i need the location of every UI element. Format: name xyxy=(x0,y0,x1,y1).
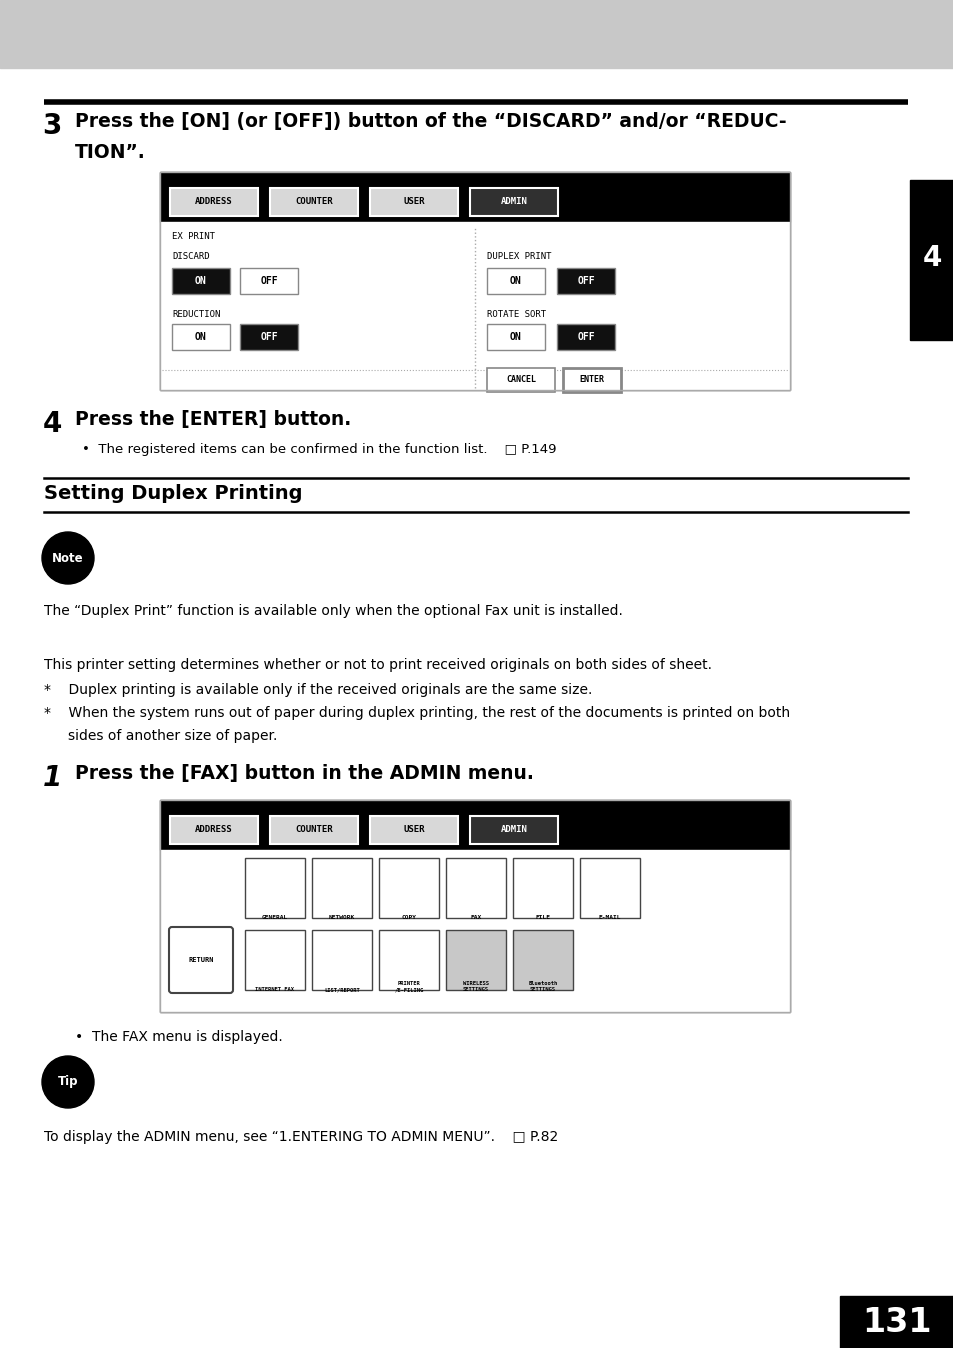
Bar xyxy=(312,857,372,918)
Bar xyxy=(513,857,573,918)
Bar xyxy=(470,816,558,844)
Text: TION”.: TION”. xyxy=(75,143,146,162)
Text: Note: Note xyxy=(52,551,84,565)
Text: DISCARD: DISCARD xyxy=(172,252,210,262)
Text: COUNTER: COUNTER xyxy=(294,198,333,206)
Bar xyxy=(446,930,505,989)
Text: ENTER: ENTER xyxy=(578,376,604,384)
Bar xyxy=(486,268,544,294)
Text: ADMIN: ADMIN xyxy=(500,825,527,834)
Bar xyxy=(486,324,544,350)
Text: This printer setting determines whether or not to print received originals on bo: This printer setting determines whether … xyxy=(44,658,711,673)
Text: 131: 131 xyxy=(862,1305,931,1339)
Bar xyxy=(378,930,438,989)
Bar xyxy=(513,930,573,989)
Text: LIST/REPORT: LIST/REPORT xyxy=(324,987,359,992)
Text: ON: ON xyxy=(510,332,521,342)
Text: OFF: OFF xyxy=(260,332,277,342)
Text: 4: 4 xyxy=(922,244,941,272)
Bar xyxy=(370,187,457,216)
Text: NETWORK: NETWORK xyxy=(329,915,355,919)
Text: OFF: OFF xyxy=(577,332,594,342)
Text: •  The FAX menu is displayed.: • The FAX menu is displayed. xyxy=(75,1030,282,1043)
Bar xyxy=(172,268,230,294)
Bar xyxy=(446,857,505,918)
Bar xyxy=(840,1295,953,1348)
Text: RETURN: RETURN xyxy=(188,957,213,962)
Bar xyxy=(486,368,555,392)
Text: Setting Duplex Printing: Setting Duplex Printing xyxy=(44,484,302,503)
Text: *    Duplex printing is available only if the received originals are the same si: * Duplex printing is available only if t… xyxy=(44,683,592,697)
Bar xyxy=(557,268,615,294)
Text: WIRELESS
SETTINGS: WIRELESS SETTINGS xyxy=(462,981,489,992)
Bar xyxy=(270,187,357,216)
Text: ON: ON xyxy=(195,276,207,286)
Bar xyxy=(160,173,789,390)
Text: DUPLEX PRINT: DUPLEX PRINT xyxy=(486,252,551,262)
Text: Press the [ENTER] button.: Press the [ENTER] button. xyxy=(75,410,351,429)
Bar xyxy=(378,857,438,918)
Text: E-MAIL: E-MAIL xyxy=(598,915,620,919)
Text: To display the ADMIN menu, see “1.ENTERING TO ADMIN MENU”.    □ P.82: To display the ADMIN menu, see “1.ENTERI… xyxy=(44,1130,558,1144)
Text: ON: ON xyxy=(195,332,207,342)
Text: ON: ON xyxy=(510,276,521,286)
Text: FAX: FAX xyxy=(470,915,481,919)
Bar xyxy=(245,930,305,989)
Text: Tip: Tip xyxy=(58,1076,78,1088)
Text: CANCEL: CANCEL xyxy=(505,376,536,384)
Text: EX PRINT: EX PRINT xyxy=(172,232,214,241)
Bar xyxy=(562,368,620,392)
Bar xyxy=(160,799,789,1012)
Text: 1: 1 xyxy=(42,764,62,793)
Text: ADDRESS: ADDRESS xyxy=(195,825,233,834)
Bar xyxy=(470,187,558,216)
Text: 3: 3 xyxy=(42,112,62,140)
Bar xyxy=(270,816,357,844)
Bar xyxy=(312,930,372,989)
Bar xyxy=(240,268,297,294)
Text: GENERAL: GENERAL xyxy=(262,915,288,919)
Text: ROTATE SORT: ROTATE SORT xyxy=(486,310,545,319)
Text: Bluetooth
SETTINGS: Bluetooth SETTINGS xyxy=(528,981,558,992)
Bar xyxy=(245,857,305,918)
Text: USER: USER xyxy=(403,825,424,834)
Circle shape xyxy=(42,1055,94,1108)
Text: sides of another size of paper.: sides of another size of paper. xyxy=(68,729,277,743)
Bar xyxy=(172,324,230,350)
Bar xyxy=(160,222,789,390)
Text: The “Duplex Print” function is available only when the optional Fax unit is inst: The “Duplex Print” function is available… xyxy=(44,604,622,617)
Bar xyxy=(0,0,953,67)
Bar xyxy=(909,181,953,340)
Bar xyxy=(557,324,615,350)
Text: ADMIN: ADMIN xyxy=(500,198,527,206)
Bar xyxy=(370,816,457,844)
Text: OFF: OFF xyxy=(260,276,277,286)
Bar xyxy=(170,816,257,844)
Text: ADDRESS: ADDRESS xyxy=(195,198,233,206)
Text: •  The registered items can be confirmed in the function list.    □ P.149: • The registered items can be confirmed … xyxy=(82,443,556,456)
Text: OFF: OFF xyxy=(577,276,594,286)
Text: INTERNET FAX: INTERNET FAX xyxy=(255,987,294,992)
Text: *    When the system runs out of paper during duplex printing, the rest of the d: * When the system runs out of paper duri… xyxy=(44,706,789,720)
Bar xyxy=(170,187,257,216)
FancyBboxPatch shape xyxy=(169,927,233,993)
Circle shape xyxy=(42,532,94,584)
Bar xyxy=(579,857,639,918)
Text: FILE: FILE xyxy=(535,915,550,919)
Text: REDUCTION: REDUCTION xyxy=(172,310,220,319)
Bar xyxy=(160,851,789,1012)
Text: Press the [ON] (or [OFF]) button of the “DISCARD” and/or “REDUC-: Press the [ON] (or [OFF]) button of the … xyxy=(75,112,786,131)
Text: COPY: COPY xyxy=(401,915,416,919)
Text: PRINTER
/E-FILING: PRINTER /E-FILING xyxy=(394,981,423,992)
Bar xyxy=(160,799,789,1012)
Bar xyxy=(240,324,297,350)
Text: USER: USER xyxy=(403,198,424,206)
Bar xyxy=(160,173,789,390)
Text: Press the [FAX] button in the ADMIN menu.: Press the [FAX] button in the ADMIN menu… xyxy=(75,764,534,783)
Text: COUNTER: COUNTER xyxy=(294,825,333,834)
Text: 4: 4 xyxy=(42,410,62,438)
